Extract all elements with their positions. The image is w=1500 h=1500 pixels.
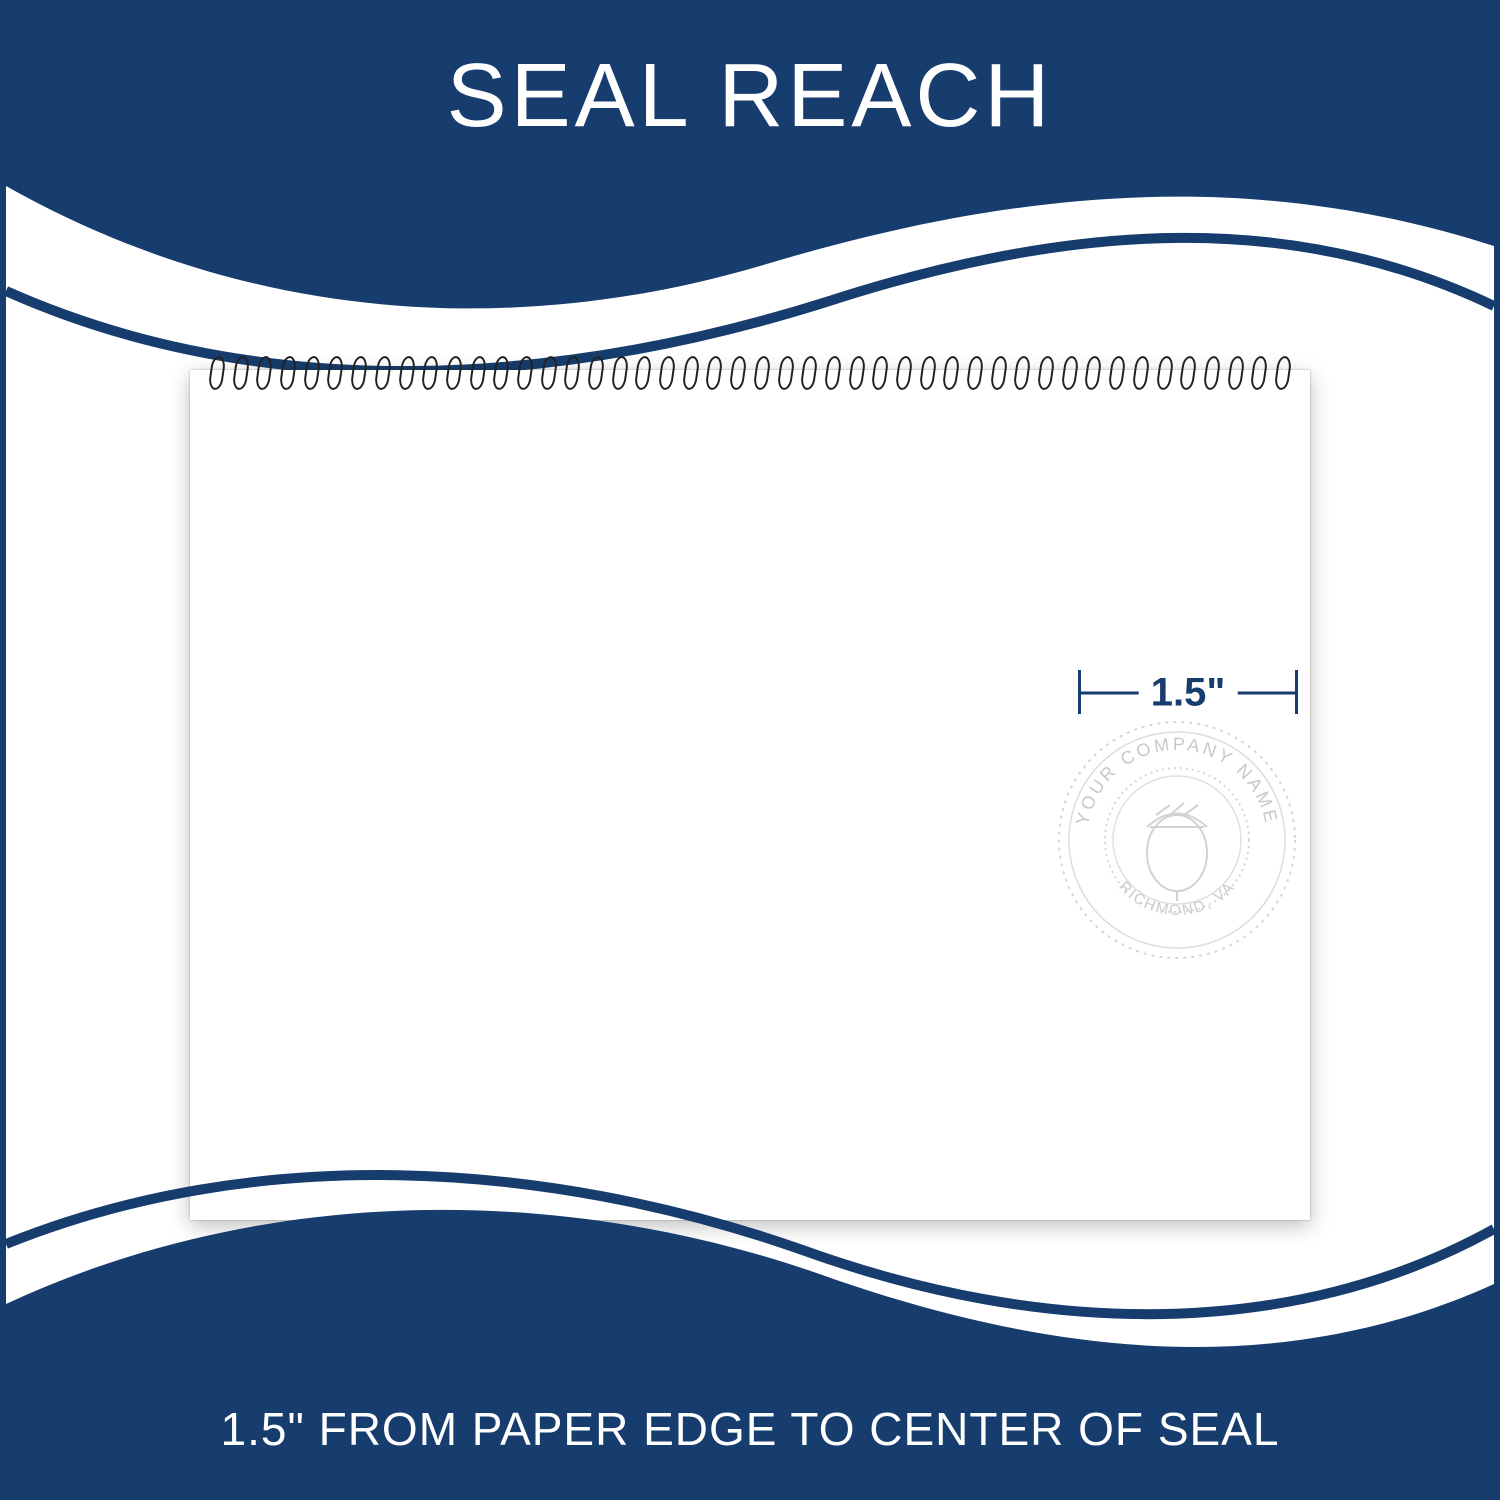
- spiral-ring: [800, 355, 819, 391]
- spiral-ring: [1274, 355, 1293, 391]
- embossed-seal: YOUR COMPANY NAME RICHMOND, VA: [1052, 715, 1302, 965]
- footer-caption: 1.5" FROM PAPER EDGE TO CENTER OF SEAL: [221, 1402, 1280, 1456]
- spiral-ring: [658, 355, 677, 391]
- spiral-ring: [729, 355, 748, 391]
- spiral-ring: [302, 355, 321, 391]
- spiral-ring: [208, 355, 227, 391]
- spiral-ring: [1179, 355, 1198, 391]
- spiral-ring: [610, 355, 629, 391]
- spiral-ring: [942, 355, 961, 391]
- spiral-ring: [563, 355, 582, 391]
- spiral-ring: [1037, 355, 1056, 391]
- spiral-ring: [516, 355, 535, 391]
- spiral-ring: [1013, 355, 1032, 391]
- spiral-ring: [1203, 355, 1222, 391]
- measure-cap-right: [1295, 670, 1298, 714]
- spiral-ring: [445, 355, 464, 391]
- spiral-ring: [587, 355, 606, 391]
- spiral-ring: [279, 355, 298, 391]
- spiral-ring: [1226, 355, 1245, 391]
- spiral-ring: [824, 355, 843, 391]
- spiral-ring: [918, 355, 937, 391]
- spiral-ring: [895, 355, 914, 391]
- spiral-ring: [705, 355, 724, 391]
- spiral-ring: [468, 355, 487, 391]
- spiral-ring: [1084, 355, 1103, 391]
- spiral-ring: [1108, 355, 1127, 391]
- spiral-ring: [231, 355, 250, 391]
- spiral-ring: [753, 355, 772, 391]
- spiral-ring: [681, 355, 700, 391]
- spiral-ring: [1132, 355, 1151, 391]
- outer-frame: SEAL REACH 1.5": [0, 0, 1500, 1500]
- reach-measurement: 1.5": [1078, 670, 1298, 716]
- spiral-ring: [326, 355, 345, 391]
- paper-illustration: 1.5": [190, 370, 1310, 1220]
- spiral-ring: [1155, 355, 1174, 391]
- measure-label: 1.5": [1139, 670, 1238, 715]
- spiral-ring: [1060, 355, 1079, 391]
- spiral-binding: [210, 356, 1290, 390]
- page-title: SEAL REACH: [447, 45, 1054, 148]
- spiral-ring: [966, 355, 985, 391]
- spiral-ring: [539, 355, 558, 391]
- measure-cap-left: [1078, 670, 1081, 714]
- spiral-ring: [492, 355, 511, 391]
- spiral-ring: [776, 355, 795, 391]
- spiral-ring: [421, 355, 440, 391]
- spiral-ring: [634, 355, 653, 391]
- spiral-ring: [847, 355, 866, 391]
- header-band: SEAL REACH: [6, 6, 1494, 186]
- footer-band: 1.5" FROM PAPER EDGE TO CENTER OF SEAL: [6, 1364, 1494, 1494]
- spiral-ring: [255, 355, 274, 391]
- spiral-ring: [989, 355, 1008, 391]
- spiral-ring: [397, 355, 416, 391]
- spiral-ring: [374, 355, 393, 391]
- spiral-ring: [350, 355, 369, 391]
- spiral-ring: [1250, 355, 1269, 391]
- spiral-ring: [871, 355, 890, 391]
